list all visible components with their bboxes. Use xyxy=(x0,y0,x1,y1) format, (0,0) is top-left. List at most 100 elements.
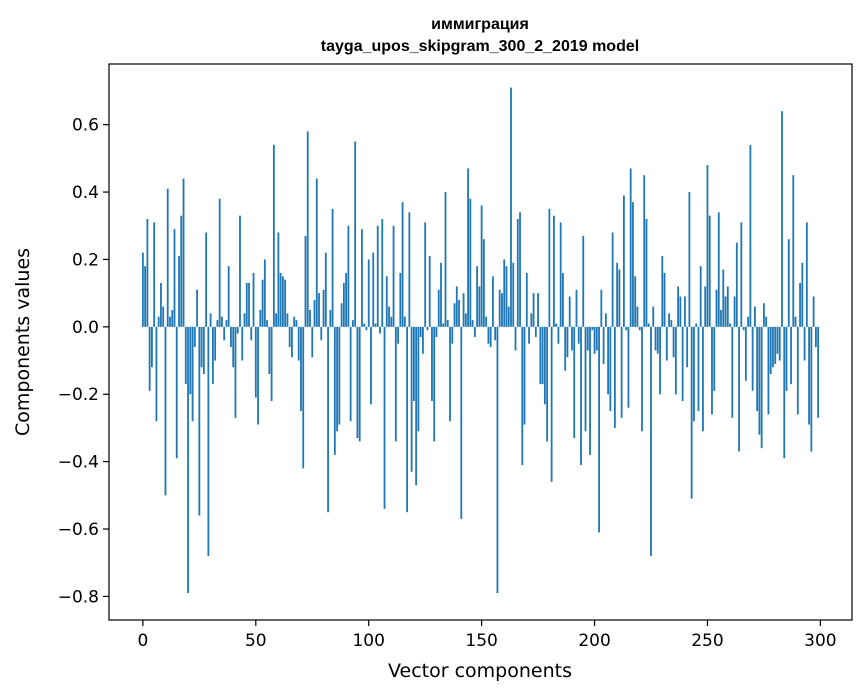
y-tick-label: 0.2 xyxy=(72,250,99,270)
bar xyxy=(410,326,413,472)
bar xyxy=(735,242,738,327)
bar xyxy=(724,296,727,327)
bar xyxy=(462,293,465,327)
bar xyxy=(760,326,763,449)
bar xyxy=(747,316,750,327)
bar xyxy=(408,212,411,327)
bar xyxy=(546,326,549,442)
bar xyxy=(672,326,675,358)
bar xyxy=(577,326,580,344)
bar xyxy=(738,326,740,452)
bar xyxy=(695,323,698,327)
bar xyxy=(236,326,239,334)
bar xyxy=(422,326,424,354)
x-axis-label: Vector components xyxy=(388,660,572,682)
bar xyxy=(205,232,208,327)
bar xyxy=(602,326,605,364)
bar xyxy=(363,323,366,327)
bar xyxy=(300,326,302,412)
bar xyxy=(254,326,257,398)
bar xyxy=(571,326,573,351)
bar xyxy=(733,296,736,327)
bar xyxy=(573,326,576,439)
bar xyxy=(230,326,232,348)
bar xyxy=(401,202,404,327)
bar xyxy=(706,165,709,327)
bar xyxy=(160,283,162,327)
plot-frame xyxy=(108,63,853,621)
bar xyxy=(787,239,790,327)
bar xyxy=(482,239,485,327)
bar xyxy=(778,326,781,361)
bar xyxy=(810,326,813,452)
bar xyxy=(141,252,144,327)
bar xyxy=(708,215,711,327)
bar xyxy=(659,326,661,395)
bar xyxy=(765,316,768,327)
bar xyxy=(790,326,792,385)
bar xyxy=(742,326,745,331)
bar xyxy=(202,326,205,375)
bar xyxy=(769,326,772,375)
x-tick-label: 150 xyxy=(465,631,497,651)
bar xyxy=(379,326,381,334)
bar xyxy=(537,293,539,327)
bar xyxy=(437,289,440,327)
bar xyxy=(336,326,338,432)
bar xyxy=(397,326,399,344)
bar xyxy=(516,219,519,327)
bar xyxy=(799,283,801,327)
bar xyxy=(354,141,357,327)
bar xyxy=(406,326,409,513)
bar xyxy=(261,279,264,327)
bar xyxy=(681,326,684,401)
bar xyxy=(417,326,420,432)
bar xyxy=(575,289,578,327)
bar xyxy=(324,252,327,327)
bar xyxy=(711,326,713,415)
bar xyxy=(584,326,587,432)
bar xyxy=(257,326,259,425)
bar xyxy=(751,326,754,391)
bar xyxy=(180,215,183,327)
bar xyxy=(182,178,185,327)
bar xyxy=(647,323,650,327)
bar xyxy=(783,326,786,459)
bar xyxy=(469,198,472,327)
bar xyxy=(650,326,652,556)
bar xyxy=(564,326,567,371)
bar xyxy=(774,326,777,364)
bar xyxy=(146,219,149,327)
bar xyxy=(419,326,422,337)
bar xyxy=(426,326,429,331)
bar xyxy=(611,232,614,327)
bar xyxy=(686,326,689,368)
bar xyxy=(383,326,386,509)
bar xyxy=(523,326,526,425)
x-tick-label: 300 xyxy=(804,631,836,651)
bar xyxy=(543,326,546,405)
bar xyxy=(690,326,693,499)
bar xyxy=(440,262,442,327)
bar xyxy=(586,326,589,351)
bar xyxy=(528,326,530,344)
bar xyxy=(674,326,677,395)
bar xyxy=(263,259,266,327)
bar xyxy=(356,326,359,439)
bar xyxy=(207,326,210,556)
bar xyxy=(530,313,533,327)
bar xyxy=(582,235,585,327)
bar xyxy=(248,283,250,327)
bar xyxy=(169,316,171,327)
bar xyxy=(365,326,368,331)
bar xyxy=(291,326,293,358)
bar xyxy=(792,175,795,327)
bar xyxy=(403,316,406,327)
bar xyxy=(153,222,156,327)
bar xyxy=(458,299,460,327)
bar xyxy=(428,256,431,327)
bar xyxy=(722,269,725,327)
y-axis-ticks: −0.8 −0.6 −0.4 −0.2 0.0 0.2 0.4 0.6 xyxy=(58,116,109,607)
x-tick-label: 250 xyxy=(691,631,723,651)
bar xyxy=(480,205,483,327)
